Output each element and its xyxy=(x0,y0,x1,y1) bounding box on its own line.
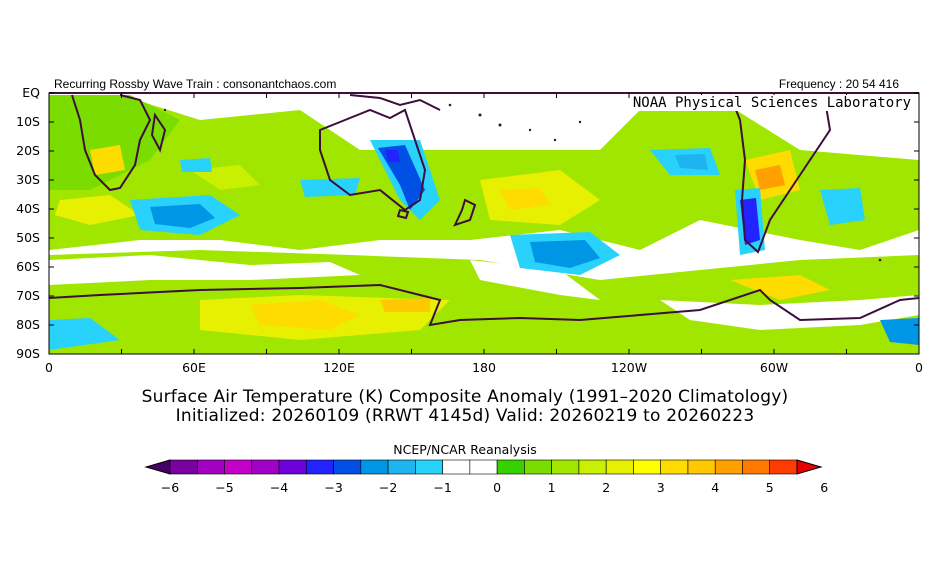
warm-antarctic-3 xyxy=(380,298,430,312)
colorbar-swatch xyxy=(742,459,771,475)
title-line-2: Initialized: 20260109 (RRWT 4145d) Valid… xyxy=(175,406,755,426)
cold-east-pacific-2 xyxy=(675,154,708,170)
colorbar-swatch xyxy=(360,459,389,475)
lon-label: 120W xyxy=(610,360,648,375)
coast-tasmania xyxy=(396,208,410,220)
colorbar-label: −1 xyxy=(433,480,452,495)
lat-label: 50S xyxy=(16,230,40,245)
islands xyxy=(163,103,882,262)
colorbar-swatch xyxy=(224,459,253,475)
lon-label: 180 xyxy=(472,360,496,375)
colorbar-swatch xyxy=(524,459,552,475)
cold-s-africa-2 xyxy=(150,204,215,228)
colorbar-label: 6 xyxy=(820,480,829,495)
colorbar-swatch xyxy=(442,459,471,475)
coast-australia xyxy=(319,108,427,212)
coast-africa xyxy=(71,94,152,192)
lon-label: 0 xyxy=(45,360,53,375)
colorbar-label: 5 xyxy=(765,480,774,495)
lon-label: 60W xyxy=(759,360,789,375)
coastlines xyxy=(49,94,919,327)
coast-antarctica xyxy=(49,283,919,327)
colorbar-swatch xyxy=(169,459,198,475)
white-band-1 xyxy=(49,255,360,285)
cold-weddell-e xyxy=(880,318,919,345)
warm-bellingshausen xyxy=(730,275,830,300)
green-belt-north xyxy=(49,98,919,250)
lon-label: 0 xyxy=(915,360,923,375)
cold-weddell-w xyxy=(49,318,120,350)
lon-label: 120E xyxy=(323,360,355,375)
colorbar-swatch xyxy=(333,459,362,475)
cold-atlantic xyxy=(820,188,865,225)
axis-ticks xyxy=(48,92,920,355)
lat-label: EQ xyxy=(22,85,40,100)
cold-indian xyxy=(180,158,212,172)
header-credit: Recurring Rossby Wave Train : consonantc… xyxy=(54,77,337,91)
colorbar-swatch xyxy=(387,459,416,475)
coast-madagascar xyxy=(150,112,167,153)
coast-indonesia xyxy=(349,94,441,111)
colorbar-swatch xyxy=(660,459,689,475)
colorbar xyxy=(144,459,823,475)
colorbar-swatch xyxy=(578,459,607,475)
colorbar-label: −3 xyxy=(324,480,343,495)
colorbar-swatch xyxy=(496,459,525,475)
lat-label: 60S xyxy=(16,259,40,274)
lat-label: 10S xyxy=(16,114,40,129)
anomaly-field xyxy=(49,93,919,354)
colorbar-label: 2 xyxy=(602,480,611,495)
colorbar-label: 4 xyxy=(711,480,720,495)
header-frequency: Frequency : 20 54 416 xyxy=(778,77,899,91)
colorbar-swatch xyxy=(714,459,743,475)
lon-label: 60E xyxy=(182,360,206,375)
colorbar-label: 1 xyxy=(547,480,556,495)
lat-label: 40S xyxy=(16,201,40,216)
green-africa-west xyxy=(49,95,180,190)
warm-7 xyxy=(90,145,125,175)
colorbar-label: 3 xyxy=(656,480,665,495)
colorbar-under-arrow xyxy=(144,459,171,475)
colorbar-swatch xyxy=(278,459,307,475)
colorbar-swatch xyxy=(605,459,634,475)
colorbar-label: −4 xyxy=(269,480,289,495)
colorbar-label: −5 xyxy=(215,480,234,495)
colorbar-label: 0 xyxy=(493,480,502,495)
noaa-watermark: NOAA Physical Sciences Laboratory xyxy=(630,95,913,111)
white-band-2 xyxy=(470,260,600,300)
lat-label: 90S xyxy=(16,346,40,361)
colorbar-swatch xyxy=(251,459,280,475)
lat-label: 30S xyxy=(16,172,40,187)
colorbar-label: −6 xyxy=(160,480,180,495)
coast-new-zealand xyxy=(453,198,477,227)
colorbar-swatch xyxy=(415,459,443,475)
cold-australia-3 xyxy=(385,150,400,162)
colorbar-swatch xyxy=(306,459,334,475)
warm-4 xyxy=(500,188,550,210)
lat-label: 80S xyxy=(16,317,40,332)
warm-antarctic-2 xyxy=(250,300,360,330)
colorbar-swatch xyxy=(551,459,580,475)
lat-label: 20S xyxy=(16,143,40,158)
colorbar-swatch xyxy=(633,459,661,475)
warm-6 xyxy=(755,165,785,190)
colorbar-over-arrow xyxy=(796,459,823,475)
title-line-1: Surface Air Temperature (K) Composite An… xyxy=(141,387,789,407)
lat-label: 70S xyxy=(16,288,40,303)
data-source: NCEP/NCAR Reanalysis xyxy=(393,442,537,457)
cold-pacific-2 xyxy=(530,240,600,268)
colorbar-swatch xyxy=(196,459,225,475)
colorbar-swatch xyxy=(769,459,798,475)
warm-1 xyxy=(55,195,140,225)
colorbar-label: −2 xyxy=(378,480,398,495)
colorbar-swatch xyxy=(469,459,498,475)
coast-south-america xyxy=(729,94,832,254)
colorbar-swatch xyxy=(687,459,716,475)
